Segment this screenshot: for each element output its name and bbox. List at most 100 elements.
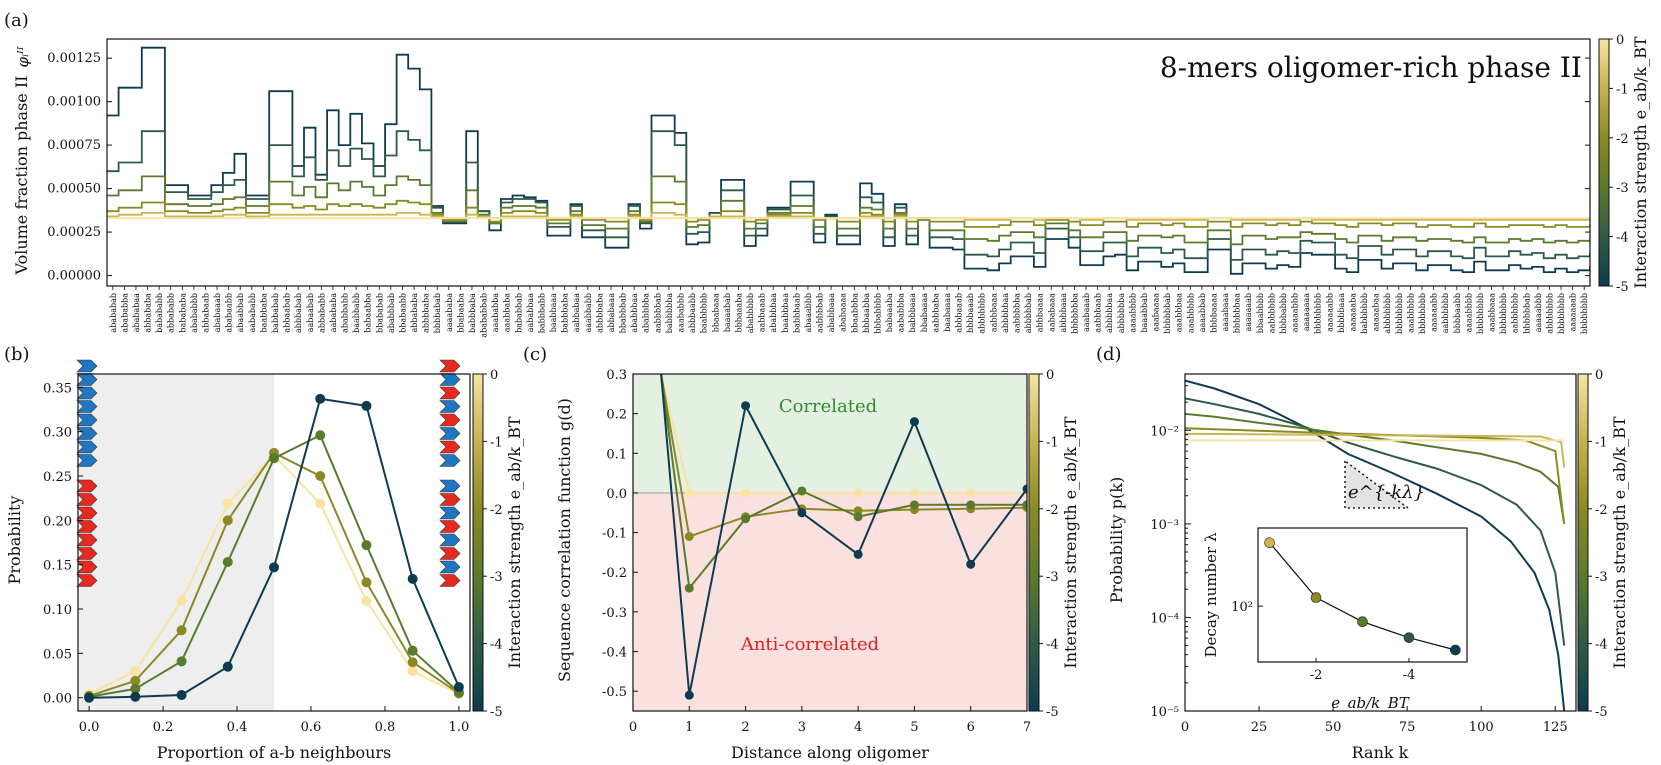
- monomer-b-icon: [76, 574, 98, 587]
- sequence-label: babbbabb: [538, 293, 547, 333]
- sequence-label: aababbaa: [526, 293, 535, 332]
- data-point--5: [966, 559, 976, 569]
- sequence-label: bbbbbbab: [1163, 293, 1172, 334]
- colorbar-tick-label: -3: [1046, 570, 1059, 585]
- ytick-label: 0.20: [43, 514, 72, 529]
- panel-b-colorbar: 0 -1 -2 -3 -4 -5 Interaction strength e_ab/k_B…: [472, 368, 524, 720]
- panel-d-ticks: 0 25 50 75 100 125 10⁻⁵ 10⁻⁴ 10⁻³ 10⁻²: [1150, 373, 1568, 735]
- panel-c-label: (c): [523, 344, 547, 365]
- panel-d-inset-frame: [1257, 527, 1468, 663]
- series-line-0: [660, 374, 1027, 494]
- sequence-label: aabbbbab: [816, 293, 825, 333]
- sequence-label: bbbbaaaa: [1210, 293, 1219, 333]
- ytick-label: 0.00125: [47, 51, 101, 66]
- data-point--5: [130, 691, 141, 702]
- sequence-label: abbababb: [317, 293, 326, 333]
- xtick-label: 75: [1399, 720, 1416, 735]
- sequence-label: abbbbbbb: [1383, 293, 1392, 334]
- sequence-label: abbbbbaa: [1001, 293, 1010, 333]
- inset-xtick-label: -2: [1310, 668, 1323, 683]
- sequence-label: aabbbbba: [1013, 293, 1022, 333]
- xtick-label: 100: [1469, 720, 1494, 735]
- data-point--5: [853, 549, 863, 559]
- panel-b-frame: [77, 373, 471, 712]
- xtick-label: 2: [741, 720, 749, 735]
- xtick-label: 6: [967, 720, 975, 735]
- sequence-label: aaaababa: [445, 293, 454, 332]
- ytick-label: 0.3: [606, 368, 627, 383]
- data-point-0: [741, 488, 751, 498]
- colorbar-tick-label: -2: [490, 503, 503, 518]
- data-point--3: [222, 557, 233, 568]
- data-point--2: [361, 577, 372, 588]
- sequence-label: aaaaabbb: [1534, 293, 1543, 332]
- sequence-label: babaaaba: [885, 293, 894, 332]
- sequence-label: aaababbb: [677, 293, 686, 333]
- inset-xtick-label: -4: [1403, 668, 1416, 683]
- monomer-alternating-icon: [439, 359, 461, 373]
- ytick-label: 0.00075: [47, 138, 101, 153]
- colorbar-tick-label: -4: [490, 638, 503, 653]
- series-line--2: [660, 374, 1027, 538]
- monomer-a-icon: [76, 359, 98, 373]
- sequence-label: bbbbbbbb: [1499, 293, 1508, 334]
- sequence-label: ababbbab: [387, 293, 396, 333]
- data-point--5: [84, 692, 95, 703]
- sequence-label: abbbaaab: [955, 293, 964, 333]
- sequence-label: abbbaabb: [688, 293, 697, 333]
- panel-d-label: (d): [1096, 344, 1122, 365]
- monomer-b-icon: [76, 479, 98, 493]
- sequence-label: bbbbbbbb: [1418, 293, 1427, 334]
- ytick-label: 10⁻²: [1150, 424, 1179, 439]
- sequence-label: aaaabbab: [1198, 293, 1207, 332]
- data-point-0: [130, 666, 141, 677]
- panel-d-colorbar: 0 -1 -2 -3 -4 -5 Interaction strength e_ab/k_B…: [1577, 368, 1629, 720]
- series-line--3: [107, 175, 1590, 246]
- sequence-label: aabbbbbb: [1441, 293, 1450, 333]
- sequence-label: abababaa: [132, 293, 141, 332]
- data-point--3: [853, 512, 863, 522]
- sequence-label: aaaabbbb: [1464, 293, 1473, 333]
- sequence-label: aaaaaaaa: [1302, 293, 1311, 331]
- monomer-a-icon: [76, 400, 98, 413]
- monomer-alternating-icon: [439, 440, 461, 454]
- data-point-0: [176, 596, 187, 607]
- ytick-label: 0.1: [606, 447, 627, 462]
- colorbar-label: Interaction strength e_ab/k_BT: [1061, 416, 1080, 668]
- sequence-label: aaabbbaa: [1175, 293, 1184, 332]
- panel-b-shaded-region: [78, 374, 274, 711]
- sequence-label: aaaabaaa: [1221, 293, 1230, 332]
- series-line--1: [1185, 432, 1566, 468]
- colorbar-tick-label: -2: [1046, 503, 1059, 518]
- data-point-0: [966, 488, 976, 498]
- sequence-label: babababb: [155, 293, 164, 333]
- sequence-label: abaabbab: [236, 293, 245, 333]
- panel-a-colorbar: 0 -1 -2 -3 -4 -5 Interaction strength e_ab/k_B…: [1598, 33, 1650, 295]
- sequence-label: aaabbaba: [503, 293, 512, 332]
- panel-d-decay-annotation: e^{-kλ}: [1348, 482, 1425, 503]
- sequence-label: ababbbba: [642, 293, 651, 333]
- panel-c-correlated-label: Correlated: [779, 396, 877, 417]
- sequence-label: ababbaaa: [827, 293, 836, 332]
- xtick-label: 0: [1181, 720, 1189, 735]
- sequence-label: bbbbabab: [433, 293, 442, 333]
- data-point--5: [269, 562, 279, 573]
- sequence-label: ababbbbb: [746, 293, 755, 333]
- data-point--5: [797, 508, 807, 518]
- sequence-label: aaaaabbb: [1291, 293, 1300, 332]
- sequence-label: aaaaaaab: [1569, 293, 1578, 332]
- sequence-label: bababbab: [514, 293, 523, 333]
- xtick-label: 0.6: [301, 720, 322, 735]
- panel-a-label: (a): [4, 10, 29, 31]
- panel-d-ylabel: Probability p(k): [1107, 477, 1126, 603]
- xtick-label: 4: [854, 720, 862, 735]
- sequence-label: ababbbaa: [769, 293, 778, 333]
- ytick-label: 0.10: [43, 603, 72, 618]
- colorbar-tick-label: -5: [1595, 705, 1608, 720]
- xtick-label: 50: [1325, 720, 1342, 735]
- sequence-label: bbaabbbb: [1256, 293, 1265, 333]
- ytick-label: 0.0: [606, 487, 627, 502]
- sequence-label: baaaabab: [723, 293, 732, 332]
- panel-a-plot-area: [107, 46, 1590, 275]
- sequence-label: abbababa: [410, 293, 419, 333]
